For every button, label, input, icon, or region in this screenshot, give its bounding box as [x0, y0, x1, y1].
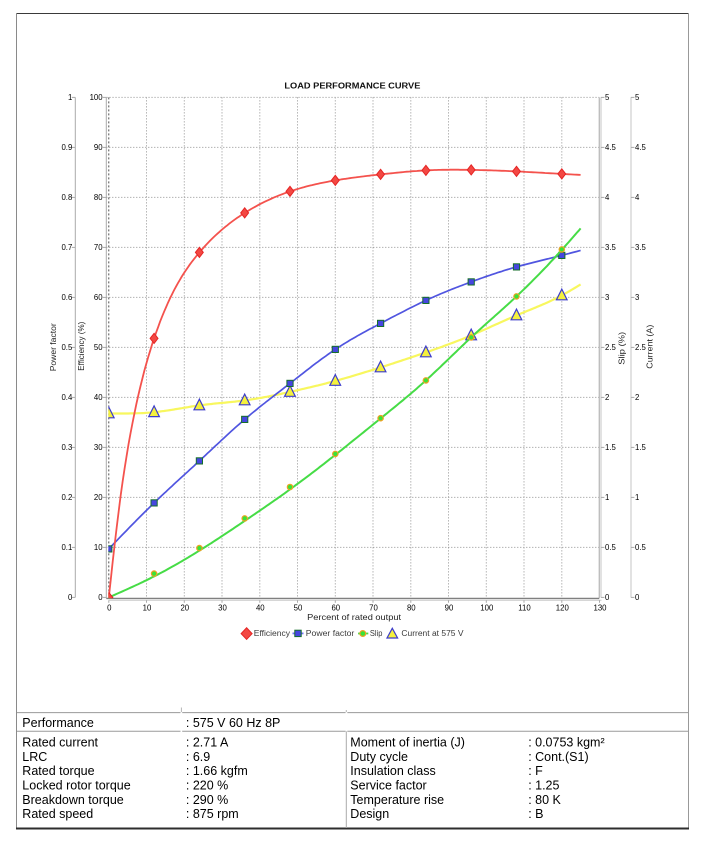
- svg-text:LRC: LRC: [22, 750, 47, 764]
- svg-text:LOAD PERFORMANCE CURVE: LOAD PERFORMANCE CURVE: [284, 80, 420, 90]
- svg-text:40: 40: [256, 604, 265, 613]
- svg-text:0.5: 0.5: [605, 543, 617, 552]
- svg-text:2: 2: [635, 393, 639, 402]
- svg-text:90: 90: [445, 604, 454, 613]
- svg-text:: F: : F: [528, 764, 543, 778]
- svg-text:Rated speed: Rated speed: [22, 807, 93, 821]
- svg-text:Power factor: Power factor: [49, 323, 58, 371]
- svg-text:0.1: 0.1: [61, 543, 72, 552]
- svg-text:: Cont.(S1): : Cont.(S1): [528, 750, 588, 764]
- svg-text:Rated current: Rated current: [22, 736, 98, 750]
- svg-text:120: 120: [556, 604, 570, 613]
- svg-text:: 220 %: : 220 %: [186, 779, 228, 793]
- svg-text:Efficiency (%): Efficiency (%): [77, 321, 86, 370]
- svg-text:0.5: 0.5: [61, 343, 73, 352]
- svg-text:0.4: 0.4: [61, 393, 73, 402]
- svg-text:: 1.66 kgfm: : 1.66 kgfm: [186, 764, 248, 778]
- svg-text:Rated torque: Rated torque: [22, 764, 94, 778]
- svg-text:0.6: 0.6: [61, 293, 72, 302]
- svg-text:Slip (%): Slip (%): [618, 331, 627, 364]
- svg-text:Duty cycle: Duty cycle: [350, 750, 408, 764]
- svg-text:70: 70: [369, 604, 378, 613]
- svg-text:50: 50: [294, 604, 303, 613]
- svg-text:Service factor: Service factor: [350, 779, 426, 793]
- svg-text:: 2.71 A: : 2.71 A: [186, 736, 229, 750]
- svg-text:30: 30: [218, 604, 227, 613]
- svg-text:Breakdown torque: Breakdown torque: [22, 793, 124, 807]
- svg-text:90: 90: [94, 143, 103, 152]
- svg-text:Power factor: Power factor: [306, 629, 355, 638]
- svg-text:0.7: 0.7: [61, 243, 72, 252]
- svg-text:1.5: 1.5: [605, 443, 617, 452]
- svg-text:1: 1: [635, 493, 639, 502]
- svg-text:10: 10: [94, 543, 103, 552]
- svg-text:Temperature rise: Temperature rise: [350, 793, 444, 807]
- svg-text:: 1.25: : 1.25: [528, 779, 559, 793]
- svg-text:20: 20: [94, 493, 103, 502]
- svg-text:100: 100: [480, 604, 494, 613]
- svg-text:: 575 V 60 Hz 8P: : 575 V 60 Hz 8P: [186, 716, 281, 730]
- svg-text:50: 50: [94, 343, 103, 352]
- svg-text:40: 40: [94, 393, 103, 402]
- svg-text:0: 0: [68, 593, 73, 602]
- svg-text:: 6.9: : 6.9: [186, 750, 210, 764]
- svg-text:Slip: Slip: [370, 629, 383, 638]
- svg-text:Percent of rated output: Percent of rated output: [307, 612, 402, 622]
- svg-text:: 875 rpm: : 875 rpm: [186, 807, 239, 821]
- svg-text:3.5: 3.5: [605, 243, 617, 252]
- svg-text:80: 80: [407, 604, 416, 613]
- svg-text:0: 0: [107, 604, 112, 613]
- svg-text:30: 30: [94, 443, 103, 452]
- svg-text:60: 60: [94, 293, 103, 302]
- svg-text:Design: Design: [350, 807, 389, 821]
- svg-text:0: 0: [635, 593, 640, 602]
- svg-text:0.8: 0.8: [61, 193, 72, 202]
- svg-text:110: 110: [518, 604, 531, 613]
- svg-text:0.2: 0.2: [61, 493, 72, 502]
- svg-text:0.3: 0.3: [61, 443, 72, 452]
- svg-text:2.5: 2.5: [605, 343, 617, 352]
- svg-text:2: 2: [605, 393, 609, 402]
- svg-text:20: 20: [180, 604, 189, 613]
- svg-text:3: 3: [605, 293, 609, 302]
- svg-text:10: 10: [143, 604, 152, 613]
- svg-text:80: 80: [94, 193, 103, 202]
- svg-text:Efficiency: Efficiency: [254, 629, 290, 638]
- svg-text:Current (A): Current (A): [646, 324, 655, 368]
- svg-text:70: 70: [94, 243, 103, 252]
- svg-text:1: 1: [68, 93, 72, 102]
- svg-text:4.5: 4.5: [635, 143, 647, 152]
- svg-text:4.5: 4.5: [605, 143, 617, 152]
- svg-text:3: 3: [635, 293, 639, 302]
- svg-text:1.5: 1.5: [635, 443, 647, 452]
- svg-text:5: 5: [635, 93, 640, 102]
- svg-text:0: 0: [98, 593, 103, 602]
- svg-text:: 0.0753 kgm²: : 0.0753 kgm²: [528, 736, 604, 750]
- svg-text:0.5: 0.5: [635, 543, 647, 552]
- svg-text:Performance: Performance: [22, 716, 94, 730]
- svg-text:Locked rotor torque: Locked rotor torque: [22, 779, 130, 793]
- svg-text:0.9: 0.9: [61, 143, 72, 152]
- svg-text:100: 100: [90, 93, 104, 102]
- svg-text:: 80 K: : 80 K: [528, 793, 561, 807]
- svg-text:130: 130: [593, 604, 607, 613]
- svg-text:Insulation class: Insulation class: [350, 764, 435, 778]
- svg-text:Moment of inertia (J): Moment of inertia (J): [350, 736, 465, 750]
- svg-text:2.5: 2.5: [635, 343, 647, 352]
- svg-text:1: 1: [605, 493, 609, 502]
- svg-text:: 290 %: : 290 %: [186, 793, 228, 807]
- svg-text:5: 5: [605, 93, 610, 102]
- svg-text:0: 0: [605, 593, 610, 602]
- svg-text:Current at 575 V: Current at 575 V: [401, 629, 464, 638]
- svg-text:3.5: 3.5: [635, 243, 647, 252]
- svg-text:: B: : B: [528, 807, 543, 821]
- svg-text:4: 4: [635, 193, 640, 202]
- svg-text:4: 4: [605, 193, 610, 202]
- svg-text:60: 60: [331, 604, 340, 613]
